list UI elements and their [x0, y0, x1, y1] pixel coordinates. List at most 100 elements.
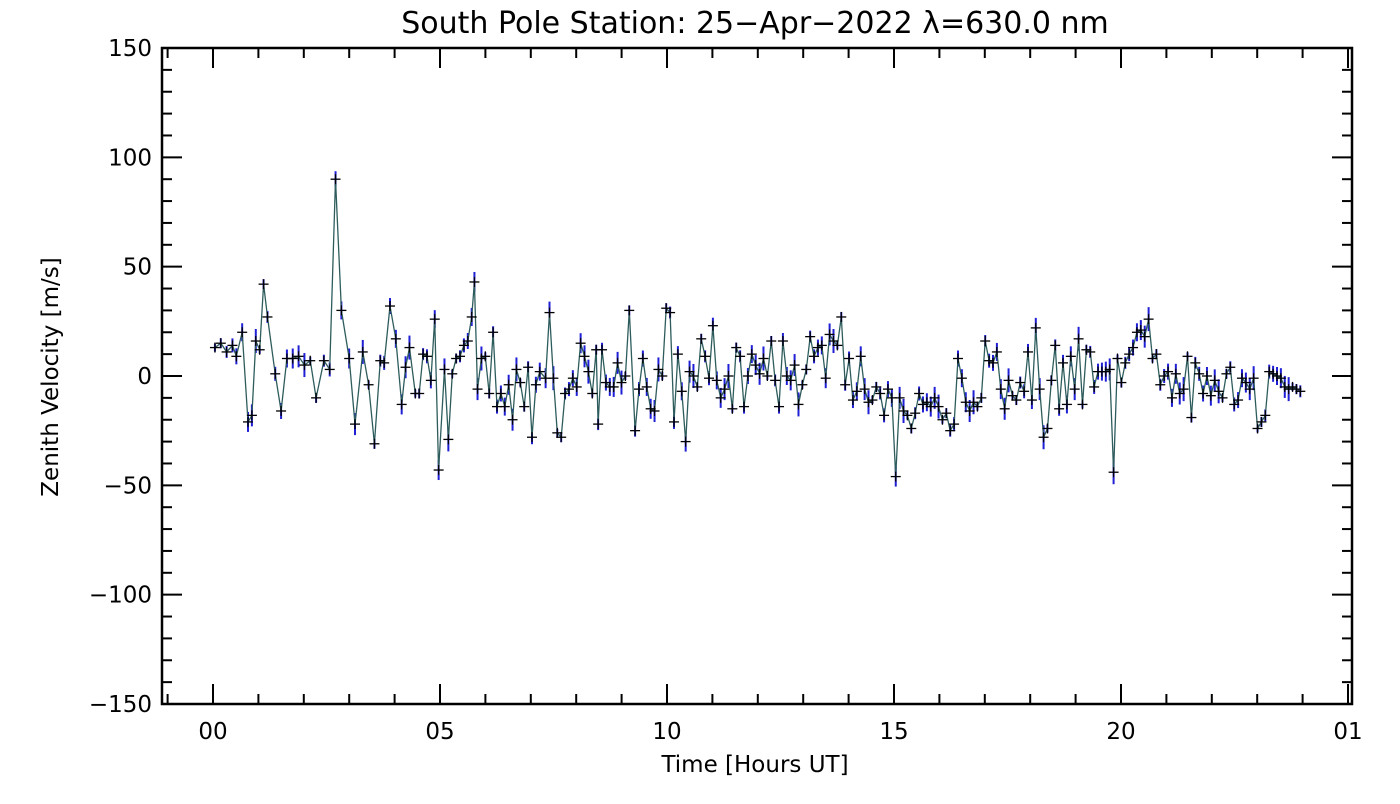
data-point — [653, 364, 664, 375]
data-point — [287, 353, 298, 364]
data-point — [1260, 410, 1271, 421]
data-point — [527, 432, 538, 443]
data-point — [515, 377, 526, 388]
x-tick-label: 05 — [425, 719, 454, 745]
data-point — [270, 368, 281, 379]
data-point — [390, 333, 401, 344]
data-point — [499, 401, 510, 412]
data-point — [344, 353, 355, 364]
data-point — [276, 405, 287, 416]
data-point — [696, 333, 707, 344]
data-point — [945, 425, 956, 436]
data-point — [1104, 364, 1115, 375]
data-point — [1217, 392, 1228, 403]
data-point — [221, 346, 232, 357]
data-point — [707, 320, 718, 331]
data-point — [1046, 375, 1057, 386]
data-point — [231, 351, 242, 362]
data-point — [227, 340, 238, 351]
data-point — [425, 375, 436, 386]
data-point — [964, 405, 975, 416]
data-point — [890, 471, 901, 482]
data-point — [1058, 357, 1069, 368]
data-point — [243, 416, 254, 427]
data-point — [991, 346, 1002, 357]
data-point — [369, 438, 380, 449]
data-point — [805, 331, 816, 342]
data-point — [910, 408, 921, 419]
data-point — [608, 381, 619, 392]
data-point — [929, 392, 940, 403]
data-point — [1198, 388, 1209, 399]
data-point — [882, 384, 893, 395]
data-point — [676, 386, 687, 397]
y-tick-label: −150 — [89, 692, 152, 718]
data-point — [894, 392, 905, 403]
data-point — [293, 351, 304, 362]
data-point — [250, 336, 261, 347]
data-point — [832, 340, 843, 351]
data-point — [575, 338, 586, 349]
data-point — [871, 381, 882, 392]
data-point — [455, 351, 466, 362]
data-point — [711, 375, 722, 386]
data-point — [1248, 373, 1259, 384]
data-point — [914, 388, 925, 399]
data-point — [480, 351, 491, 362]
data-point — [692, 381, 703, 392]
data-point — [816, 340, 827, 351]
data-point — [859, 384, 870, 395]
data-point — [385, 301, 396, 312]
data-point — [330, 174, 341, 185]
data-point — [1213, 386, 1224, 397]
data-point — [855, 351, 866, 362]
data-point — [972, 401, 983, 412]
data-point — [1003, 375, 1014, 386]
data-point — [488, 327, 499, 338]
data-point — [215, 338, 226, 349]
data-point — [1073, 333, 1084, 344]
data-point — [1166, 392, 1177, 403]
data-point — [688, 371, 699, 381]
data-point — [519, 401, 530, 412]
data-point — [1233, 395, 1244, 406]
data-point — [766, 336, 777, 347]
data-point — [246, 410, 257, 421]
data-point — [466, 311, 477, 322]
data-point — [902, 410, 913, 421]
y-tick-label: −100 — [89, 583, 152, 609]
data-point — [762, 371, 773, 381]
data-point — [472, 384, 483, 395]
data-point — [1108, 467, 1119, 478]
data-point — [1026, 395, 1037, 406]
data-point — [1042, 423, 1053, 434]
data-point — [1054, 403, 1065, 414]
data-point — [548, 373, 559, 384]
data-point — [735, 351, 746, 362]
data-point — [820, 373, 831, 384]
data-point — [739, 401, 750, 412]
data-point — [1143, 314, 1154, 325]
data-point — [311, 392, 322, 403]
data-point — [1038, 432, 1049, 443]
data-point — [758, 353, 769, 364]
data-point — [793, 399, 804, 410]
data-point — [1178, 384, 1189, 395]
data-point — [305, 355, 316, 366]
series-line — [214, 179, 1301, 477]
x-tick-label: 01 — [1333, 719, 1362, 745]
data-point — [680, 436, 691, 447]
data-point — [774, 401, 785, 412]
x-tick-label: 00 — [198, 719, 227, 745]
x-tick-label: 10 — [652, 719, 681, 745]
data-point — [556, 432, 567, 443]
chart-title: South Pole Station: 25−Apr−2022 λ=630.0 … — [401, 6, 1109, 41]
data-point — [809, 351, 820, 362]
data-point — [649, 405, 660, 416]
data-point — [995, 384, 1006, 395]
data-point — [641, 381, 652, 392]
data-point — [507, 414, 518, 425]
data-point — [700, 351, 711, 362]
data-point — [824, 329, 835, 340]
